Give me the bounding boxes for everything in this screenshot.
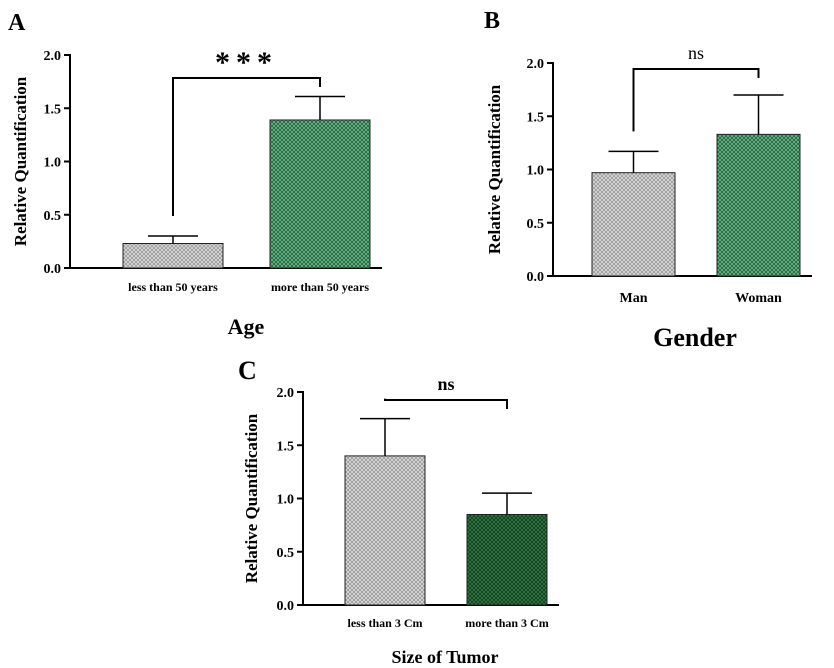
panel-c-y-axis-title: Relative Quantification [242, 413, 261, 583]
panel-b-significance-bracket [632, 68, 760, 132]
panel-a-bar [269, 119, 371, 269]
panel-b-category-label: Woman [735, 291, 782, 306]
panel-c-label: C [238, 356, 257, 385]
panel-b-y-tick-label: 0.5 [527, 217, 545, 232]
panel-a-significance-bracket [172, 77, 321, 217]
panel-a-y-tick-label: 1.5 [44, 102, 62, 117]
panel-b-bar [591, 172, 676, 277]
panel-c-y-tick-label: 2.0 [277, 386, 295, 401]
panel-c-bar [344, 455, 426, 606]
panel-c-x-axis-title: Size of Tumor [391, 647, 498, 667]
panel-a-y-axis-title: Relative Quantification [11, 76, 30, 246]
panel-b-significance-label: ns [688, 43, 704, 63]
panel-a-bar [122, 243, 224, 269]
panel-b-category-label: Man [620, 291, 648, 306]
panel-b-y-tick-label: 1.5 [527, 110, 545, 125]
panel-c-category-label: more than 3 Cm [465, 616, 548, 630]
panel-c-category-label: less than 3 Cm [347, 616, 422, 630]
panel-b-label: B [484, 8, 500, 34]
panel-a-label: A [8, 10, 26, 36]
panel-c-y-tick-label: 0.5 [277, 546, 295, 561]
panel-a-y-tick-label: 1.0 [44, 156, 62, 171]
panel-c-y-tick-label: 1.5 [277, 439, 295, 454]
panel-a-y-tick-label: 2.0 [44, 49, 62, 64]
panel-c-significance-bracket [384, 398, 508, 409]
panel-a-category-label: less than 50 years [128, 280, 218, 294]
panel-c-bar [466, 513, 548, 606]
panel-b-y-axis-title: Relative Quantification [485, 84, 504, 254]
panel-c-y-tick-label: 0.0 [277, 599, 295, 614]
panel-c-y-tick-label: 1.0 [277, 493, 295, 508]
panel-a-y-tick-label: 0.0 [44, 262, 62, 277]
panel-a-significance-label: *** [215, 46, 278, 79]
panel-a-y-tick-label: 0.5 [44, 209, 62, 224]
panel-c-significance-label: ns [437, 374, 454, 394]
panel-a-x-axis-title: Age [228, 314, 265, 339]
panel-a-category-label: more than 50 years [271, 280, 369, 294]
panel-b-y-tick-label: 0.0 [527, 270, 545, 285]
panel-b-y-tick-label: 2.0 [527, 57, 545, 72]
panel-b-x-axis-title: Gender [653, 323, 737, 352]
panel-b-bar [716, 133, 801, 277]
panel-b-y-tick-label: 1.0 [527, 164, 545, 179]
